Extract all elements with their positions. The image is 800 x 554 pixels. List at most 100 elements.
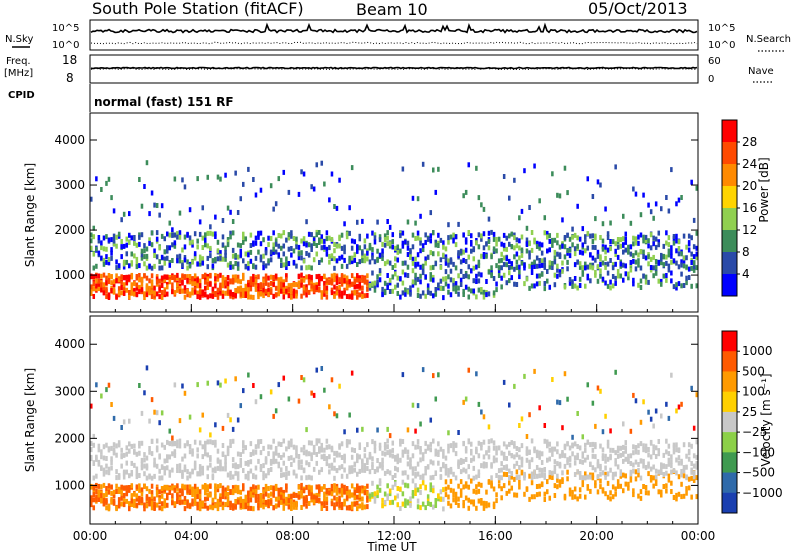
velocity-echo [272,459,275,465]
power-echo [462,288,465,294]
velocity-echo [677,404,681,410]
velocity-echo [122,469,126,475]
power-echo [654,259,658,264]
power-echo [609,239,612,244]
velocity-echo [459,492,463,498]
velocity-echo [525,457,529,463]
power-echo [373,259,377,265]
power-echo [186,265,189,271]
velocity-echo [117,473,121,479]
velocity-echo [287,493,291,499]
power-echo [596,253,600,259]
power-echo [269,274,273,280]
power-echo [277,176,281,182]
power-echo [584,283,587,289]
power-echo [556,240,559,246]
velocity-echo [404,482,407,488]
velocity-echo [259,464,263,469]
velocity-echo [657,469,661,475]
velocity-echo [269,485,273,491]
power-echo [442,276,445,282]
velocity-echo [356,483,359,489]
velocity-echo [378,478,382,484]
power-echo [558,272,562,278]
power-echo [244,288,248,294]
velocity-echo [543,491,547,497]
power-echo [601,260,605,266]
power-echo [376,282,379,288]
velocity-echo [654,468,658,474]
power-echo [654,270,658,276]
velocity-echo [622,421,625,427]
velocity-echo [584,442,587,448]
velocity-echo [158,475,161,481]
power-echo [639,265,643,271]
power-echo [133,235,136,240]
power-echo [459,248,463,254]
velocity-echo [163,500,167,506]
velocity-echo [305,503,308,509]
velocity-echo [680,401,683,407]
velocity-echo [181,472,184,478]
power-echo [272,275,275,280]
velocity-echo [267,451,270,457]
velocity-echo [297,454,301,459]
power-echo [677,264,681,270]
velocity-echo [411,470,415,476]
velocity-echo [373,498,377,504]
power-echo [259,257,263,263]
velocity-echo [244,499,248,505]
velocity-echo [229,417,232,423]
power-echo [383,233,387,239]
velocity-echo [667,477,671,483]
velocity-echo [606,443,610,449]
velocity-echo [647,463,650,469]
velocity-echo [654,454,658,459]
velocity-echo [128,418,131,424]
power-echo [262,293,265,299]
power-echo [287,293,291,299]
velocity-echo [690,469,693,475]
power-echo [335,280,339,286]
velocity-echo [660,413,663,419]
power-echo [361,291,364,297]
power-echo [634,240,638,246]
velocity-echo [318,438,321,444]
velocity-echo [305,484,308,490]
velocity-echo [386,469,389,475]
velocity-echo [535,473,539,479]
velocity-echo [302,468,306,474]
power-echo [353,252,357,258]
power-echo [419,248,422,254]
power-echo [685,255,688,261]
velocity-echo [166,465,169,471]
power-echo [444,256,448,262]
velocity-echo [383,470,387,476]
velocity-echo [206,505,210,511]
velocity-echo [302,444,306,450]
power-echo [426,254,430,260]
power-echo [520,208,524,214]
velocity-echo [480,482,483,488]
power-echo [302,258,306,264]
velocity-echo [254,494,258,500]
power-echo [553,255,557,261]
velocity-echo [231,474,235,480]
velocity-echo [548,441,552,447]
power-echo [145,275,149,281]
power-echo [264,276,268,282]
power-echo [508,270,511,276]
power-echo [388,224,392,230]
power-echo [353,279,357,285]
power-echo [406,240,410,246]
velocity-echo [665,488,668,494]
velocity-echo [540,482,544,488]
power-echo [320,234,324,240]
power-echo [454,242,458,248]
velocity-echo [604,413,607,419]
velocity-echo [649,475,653,480]
velocity-echo [632,450,635,456]
velocity-echo [647,471,650,477]
power-echo [302,290,306,296]
power-echo [381,241,384,247]
